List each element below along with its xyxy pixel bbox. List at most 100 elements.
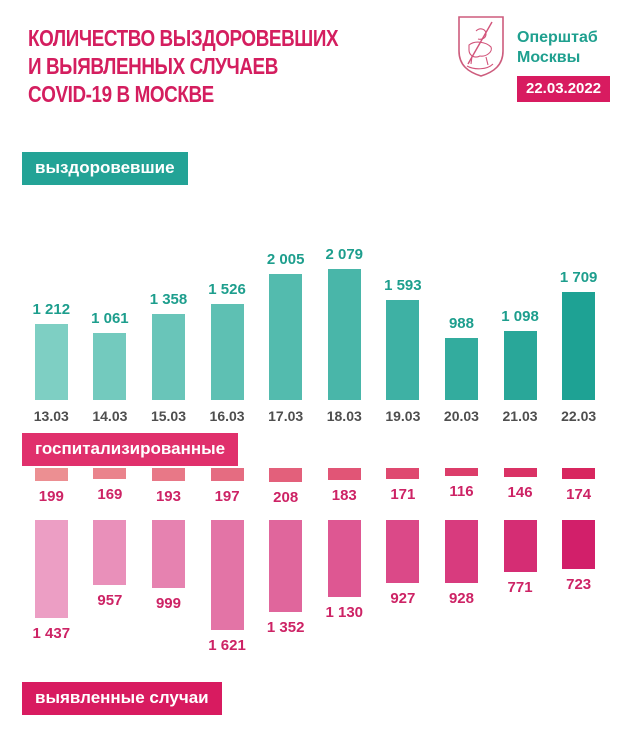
bar-value-label: 1 061 — [91, 310, 129, 327]
chart-column: 193 — [139, 468, 198, 506]
bar-value-label: 1 593 — [384, 277, 422, 294]
bar — [562, 468, 596, 479]
chart-column: 988 20.03 — [432, 240, 491, 424]
bar-value-label: 174 — [566, 486, 592, 503]
bar-value-label: 927 — [390, 590, 416, 607]
chart-column: 169 — [81, 468, 140, 506]
bar — [34, 324, 68, 400]
chart-column: 723 — [549, 520, 608, 654]
chart-column: 146 — [491, 468, 550, 506]
chart-column: 1 437 — [22, 520, 81, 654]
hospitalized-section-label: госпитализированные — [22, 433, 239, 466]
bar-value-label: 169 — [97, 486, 123, 503]
chart-column: 1 593 19.03 — [374, 240, 433, 424]
chart-column: 771 — [491, 520, 550, 654]
recovered-section-label: выздоровевшие — [22, 152, 188, 185]
bar-value-label: 183 — [331, 487, 357, 504]
org-name-line-1: Оперштаб — [517, 29, 598, 46]
page-title: КОЛИЧЕСТВО ВЫЗДОРОВЕВШИХ И ВЫЯВЛЕННЫХ СЛ… — [28, 24, 339, 108]
bar-value-label: 957 — [97, 592, 123, 609]
chart-column: 1 352 — [256, 520, 315, 654]
chart-column: 2 005 17.03 — [256, 240, 315, 424]
bar — [151, 314, 185, 400]
date-badge: 22.03.2022 — [517, 76, 611, 102]
chart-column: 2 079 18.03 — [315, 240, 374, 424]
bar — [386, 520, 420, 583]
bar — [210, 468, 244, 481]
bar-value-label: 1 709 — [559, 269, 598, 286]
bar-value-label: 171 — [390, 486, 416, 503]
bar — [269, 520, 303, 612]
hospitalized-bar-chart: 199 169 193 197 208 183 171 116 146 174 — [22, 468, 608, 506]
chart-column: 199 — [22, 468, 81, 506]
bar — [269, 468, 303, 482]
bar-value-label: 2 005 — [266, 251, 305, 268]
bar — [210, 304, 244, 400]
chart-column: 183 — [315, 468, 374, 506]
chart-column: 999 — [139, 520, 198, 654]
bar — [562, 292, 596, 400]
bar-value-label: 723 — [566, 576, 592, 593]
title-line-3: COVID-19 В МОСКВЕ — [28, 81, 214, 107]
chart-column: 1 098 21.03 — [491, 240, 550, 424]
bar — [327, 468, 361, 480]
bar — [386, 300, 420, 400]
bar-value-label: 1 212 — [32, 301, 71, 318]
cases-bar-chart: 1 437 957 999 1 621 1 352 1 130 927 928 771 723 — [22, 520, 608, 654]
chart-column: 171 — [374, 468, 433, 506]
date-label: 14.03 — [92, 408, 128, 424]
bar-value-label: 116 — [449, 483, 474, 500]
bar — [34, 520, 68, 618]
bar-value-label: 146 — [507, 484, 533, 501]
bar-value-label: 988 — [448, 315, 474, 332]
chart-column: 928 — [432, 520, 491, 654]
date-label: 17.03 — [268, 408, 304, 424]
bar — [562, 520, 596, 569]
recovered-bar-chart: 1 212 13.03 1 061 14.03 1 358 15.03 1 526 16.03… — [22, 240, 608, 424]
bar — [386, 468, 420, 479]
bar-value-label: 1 130 — [325, 604, 364, 621]
date-label: 19.03 — [385, 408, 421, 424]
bar — [210, 520, 244, 630]
bar — [34, 468, 68, 481]
chart-column: 208 — [256, 468, 315, 506]
chart-column: 1 061 14.03 — [81, 240, 140, 424]
title-line-2: И ВЫЯВЛЕННЫХ СЛУЧАЕВ — [28, 53, 278, 79]
bar — [327, 269, 361, 400]
date-label: 15.03 — [150, 408, 186, 424]
chart-column: 957 — [81, 520, 140, 654]
bar — [503, 331, 537, 400]
date-label: 21.03 — [502, 408, 538, 424]
bar — [151, 520, 185, 588]
chart-column: 1 212 13.03 — [22, 240, 81, 424]
chart-column: 927 — [374, 520, 433, 654]
bar-value-label: 999 — [155, 595, 181, 612]
bar-value-label: 1 437 — [32, 625, 71, 642]
bar — [444, 520, 478, 583]
chart-column: 1 709 22.03 — [549, 240, 608, 424]
chart-column: 197 — [198, 468, 257, 506]
chart-column: 1 621 — [198, 520, 257, 654]
bar — [503, 468, 537, 477]
bar — [93, 333, 127, 400]
bar-value-label: 199 — [38, 488, 64, 505]
date-label: 18.03 — [326, 408, 362, 424]
bar-value-label: 197 — [214, 488, 240, 505]
bar-value-label: 1 621 — [208, 637, 246, 654]
cases-section-label: выявленные случаи — [22, 682, 222, 715]
date-label: 22.03 — [561, 408, 597, 424]
date-label: 16.03 — [209, 408, 245, 424]
bar — [151, 468, 185, 481]
org-name: Оперштаб Москвы — [517, 28, 598, 68]
org-name-line-2: Москвы — [517, 49, 581, 66]
bar-value-label: 208 — [273, 489, 299, 506]
bar-value-label: 193 — [155, 488, 181, 505]
bar-value-label: 771 — [507, 579, 533, 596]
bar-value-label: 2 079 — [325, 246, 364, 263]
bar — [503, 520, 537, 572]
bar — [93, 520, 127, 585]
bar — [269, 274, 303, 400]
chart-column: 116 — [432, 468, 491, 506]
chart-column: 1 358 15.03 — [139, 240, 198, 424]
